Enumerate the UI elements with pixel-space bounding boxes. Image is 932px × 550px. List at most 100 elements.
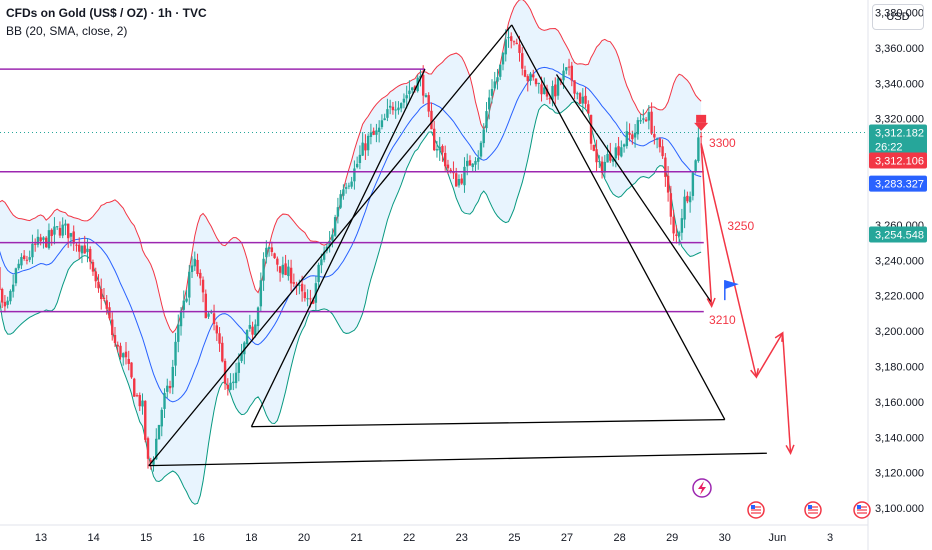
price-badge-label: 3,312.106 bbox=[875, 156, 924, 168]
candle-body bbox=[471, 163, 474, 168]
candle bbox=[284, 254, 287, 276]
candle-body bbox=[518, 44, 521, 53]
level-annotation: 3300 bbox=[709, 136, 736, 150]
candle-body bbox=[463, 166, 466, 186]
price-tick-label: 3,240.000 bbox=[875, 255, 924, 267]
price-tick-label: 3,340.000 bbox=[875, 78, 924, 90]
candle bbox=[292, 273, 296, 288]
candle bbox=[427, 92, 430, 118]
candle bbox=[53, 217, 56, 245]
trend-line bbox=[148, 452, 767, 467]
candle-body bbox=[655, 138, 659, 140]
sell-marker bbox=[696, 114, 707, 123]
candle bbox=[0, 287, 4, 308]
candle bbox=[31, 234, 34, 264]
candle-body bbox=[394, 109, 397, 111]
candle bbox=[441, 144, 444, 162]
candle-body bbox=[477, 157, 480, 162]
candle-body bbox=[372, 130, 375, 135]
candle bbox=[67, 223, 70, 248]
candle-body bbox=[567, 66, 571, 68]
candle bbox=[146, 436, 150, 469]
candle bbox=[199, 269, 202, 286]
candle-body bbox=[666, 175, 670, 193]
candle bbox=[642, 109, 645, 124]
candle-body bbox=[573, 80, 576, 94]
candle bbox=[221, 336, 224, 363]
projection-path bbox=[694, 114, 795, 455]
candle-body bbox=[515, 42, 518, 45]
candle bbox=[512, 40, 516, 46]
candle-body bbox=[336, 207, 340, 217]
candle bbox=[683, 189, 686, 229]
candle-body bbox=[479, 142, 483, 157]
candle bbox=[347, 182, 351, 190]
candle bbox=[675, 225, 678, 244]
candle-body bbox=[611, 158, 615, 162]
candle-body bbox=[179, 310, 183, 327]
trend-lines bbox=[148, 24, 767, 467]
candle bbox=[328, 231, 331, 253]
candle-body bbox=[212, 313, 216, 325]
candle bbox=[333, 214, 337, 237]
flag-icon bbox=[724, 280, 739, 290]
trend-line bbox=[148, 24, 513, 467]
candle-body bbox=[149, 460, 152, 464]
candle-body bbox=[309, 298, 312, 300]
candle bbox=[570, 61, 573, 87]
candle bbox=[501, 52, 505, 71]
candle-body bbox=[493, 81, 496, 89]
candle-body bbox=[410, 87, 414, 91]
candle-body bbox=[606, 153, 609, 163]
candle bbox=[116, 341, 119, 353]
candle bbox=[592, 144, 596, 152]
candle bbox=[636, 117, 640, 140]
candle bbox=[204, 289, 207, 319]
horizontal-levels bbox=[0, 68, 704, 313]
price-axis[interactable]: 3,380.0003,360.0003,340.0003,320.0003,26… bbox=[0, 8, 927, 516]
candle-body bbox=[699, 136, 703, 138]
candle-body bbox=[697, 137, 700, 162]
candle-body bbox=[488, 97, 491, 110]
candle-body bbox=[188, 271, 191, 298]
candle bbox=[587, 100, 590, 114]
candle bbox=[578, 92, 582, 105]
candle bbox=[647, 105, 651, 130]
candle-body bbox=[83, 245, 86, 254]
candle-body bbox=[633, 132, 637, 138]
time-tick-label: 27 bbox=[561, 532, 573, 544]
time-tick-label: 16 bbox=[193, 532, 205, 544]
candle bbox=[58, 221, 62, 239]
candle bbox=[650, 102, 653, 135]
candle-body bbox=[278, 266, 282, 273]
candle bbox=[72, 225, 75, 251]
candle-body bbox=[127, 358, 130, 364]
candle-body bbox=[466, 160, 469, 167]
candle bbox=[212, 304, 216, 331]
currency-button[interactable]: USD bbox=[872, 4, 924, 30]
candle bbox=[80, 244, 84, 264]
candle-body bbox=[171, 366, 174, 388]
candle-body bbox=[421, 74, 425, 96]
candle bbox=[17, 259, 20, 271]
candle bbox=[119, 342, 122, 360]
candle-body bbox=[686, 195, 689, 202]
time-axis[interactable]: 13 14 15 16 18 20 21 22 23 25 27 28 29 30 Jun 3 bbox=[35, 532, 833, 544]
candle-body bbox=[14, 268, 18, 284]
candle bbox=[504, 29, 507, 62]
symbol-title[interactable]: CFDs on Gold (US$ / OZ) · 1h · TVC bbox=[6, 6, 207, 20]
candle-body bbox=[672, 216, 675, 234]
candle bbox=[243, 341, 246, 365]
candle bbox=[331, 228, 334, 248]
candle-body bbox=[64, 223, 67, 226]
candle bbox=[477, 150, 480, 170]
indicator-label[interactable]: BB (20, SMA, close, 2) bbox=[6, 24, 128, 38]
event-icons bbox=[692, 478, 871, 519]
candle-body bbox=[234, 372, 238, 384]
candle bbox=[193, 251, 196, 271]
candle-body bbox=[350, 181, 353, 187]
candle bbox=[589, 114, 593, 150]
candle-body bbox=[25, 259, 29, 261]
candle-body bbox=[353, 168, 356, 182]
